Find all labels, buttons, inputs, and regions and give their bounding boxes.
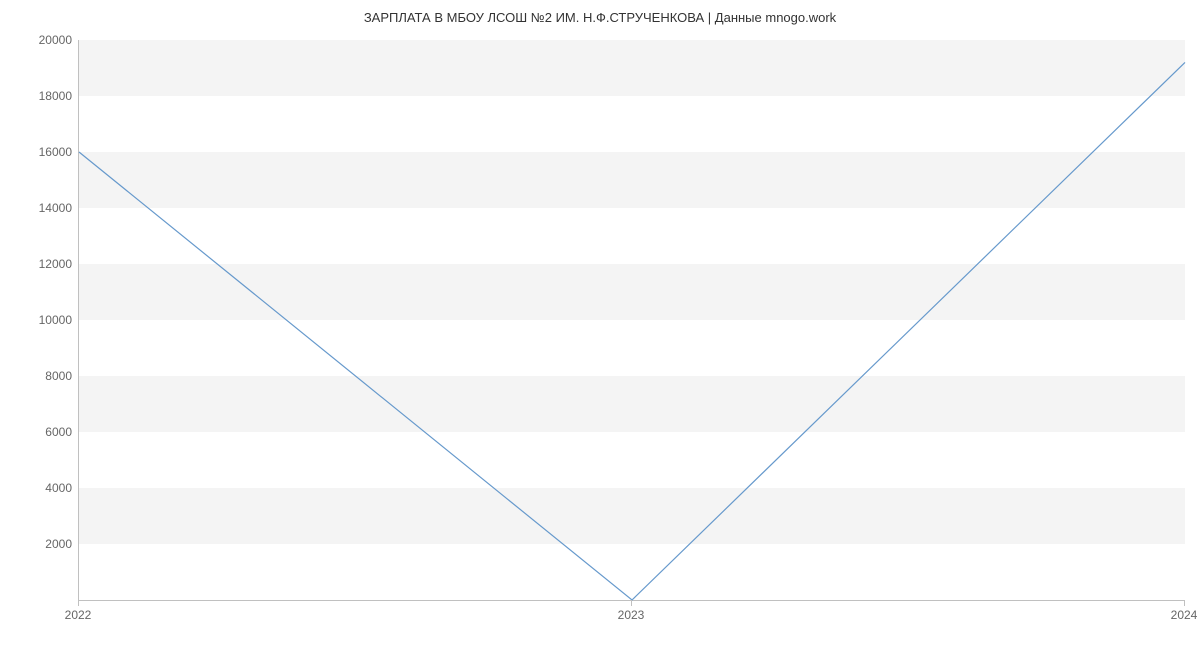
y-tick-label: 14000 [12,201,72,215]
y-tick-label: 6000 [12,425,72,439]
salary-line-chart: ЗАРПЛАТА В МБОУ ЛСОШ №2 ИМ. Н.Ф.СТРУЧЕНК… [0,0,1200,650]
chart-line-svg [79,40,1185,600]
x-tick-mark [631,600,632,606]
y-tick-label: 10000 [12,313,72,327]
x-tick-mark [78,600,79,606]
y-tick-label: 8000 [12,369,72,383]
data-line [79,62,1185,600]
y-tick-label: 12000 [12,257,72,271]
x-tick-label: 2023 [618,608,645,622]
x-tick-mark [1184,600,1185,606]
plot-area [78,40,1185,601]
y-tick-label: 20000 [12,33,72,47]
chart-title: ЗАРПЛАТА В МБОУ ЛСОШ №2 ИМ. Н.Ф.СТРУЧЕНК… [0,10,1200,25]
y-tick-label: 4000 [12,481,72,495]
y-tick-label: 2000 [12,537,72,551]
y-tick-label: 16000 [12,145,72,159]
x-tick-label: 2024 [1171,608,1198,622]
y-tick-label: 18000 [12,89,72,103]
x-tick-label: 2022 [65,608,92,622]
